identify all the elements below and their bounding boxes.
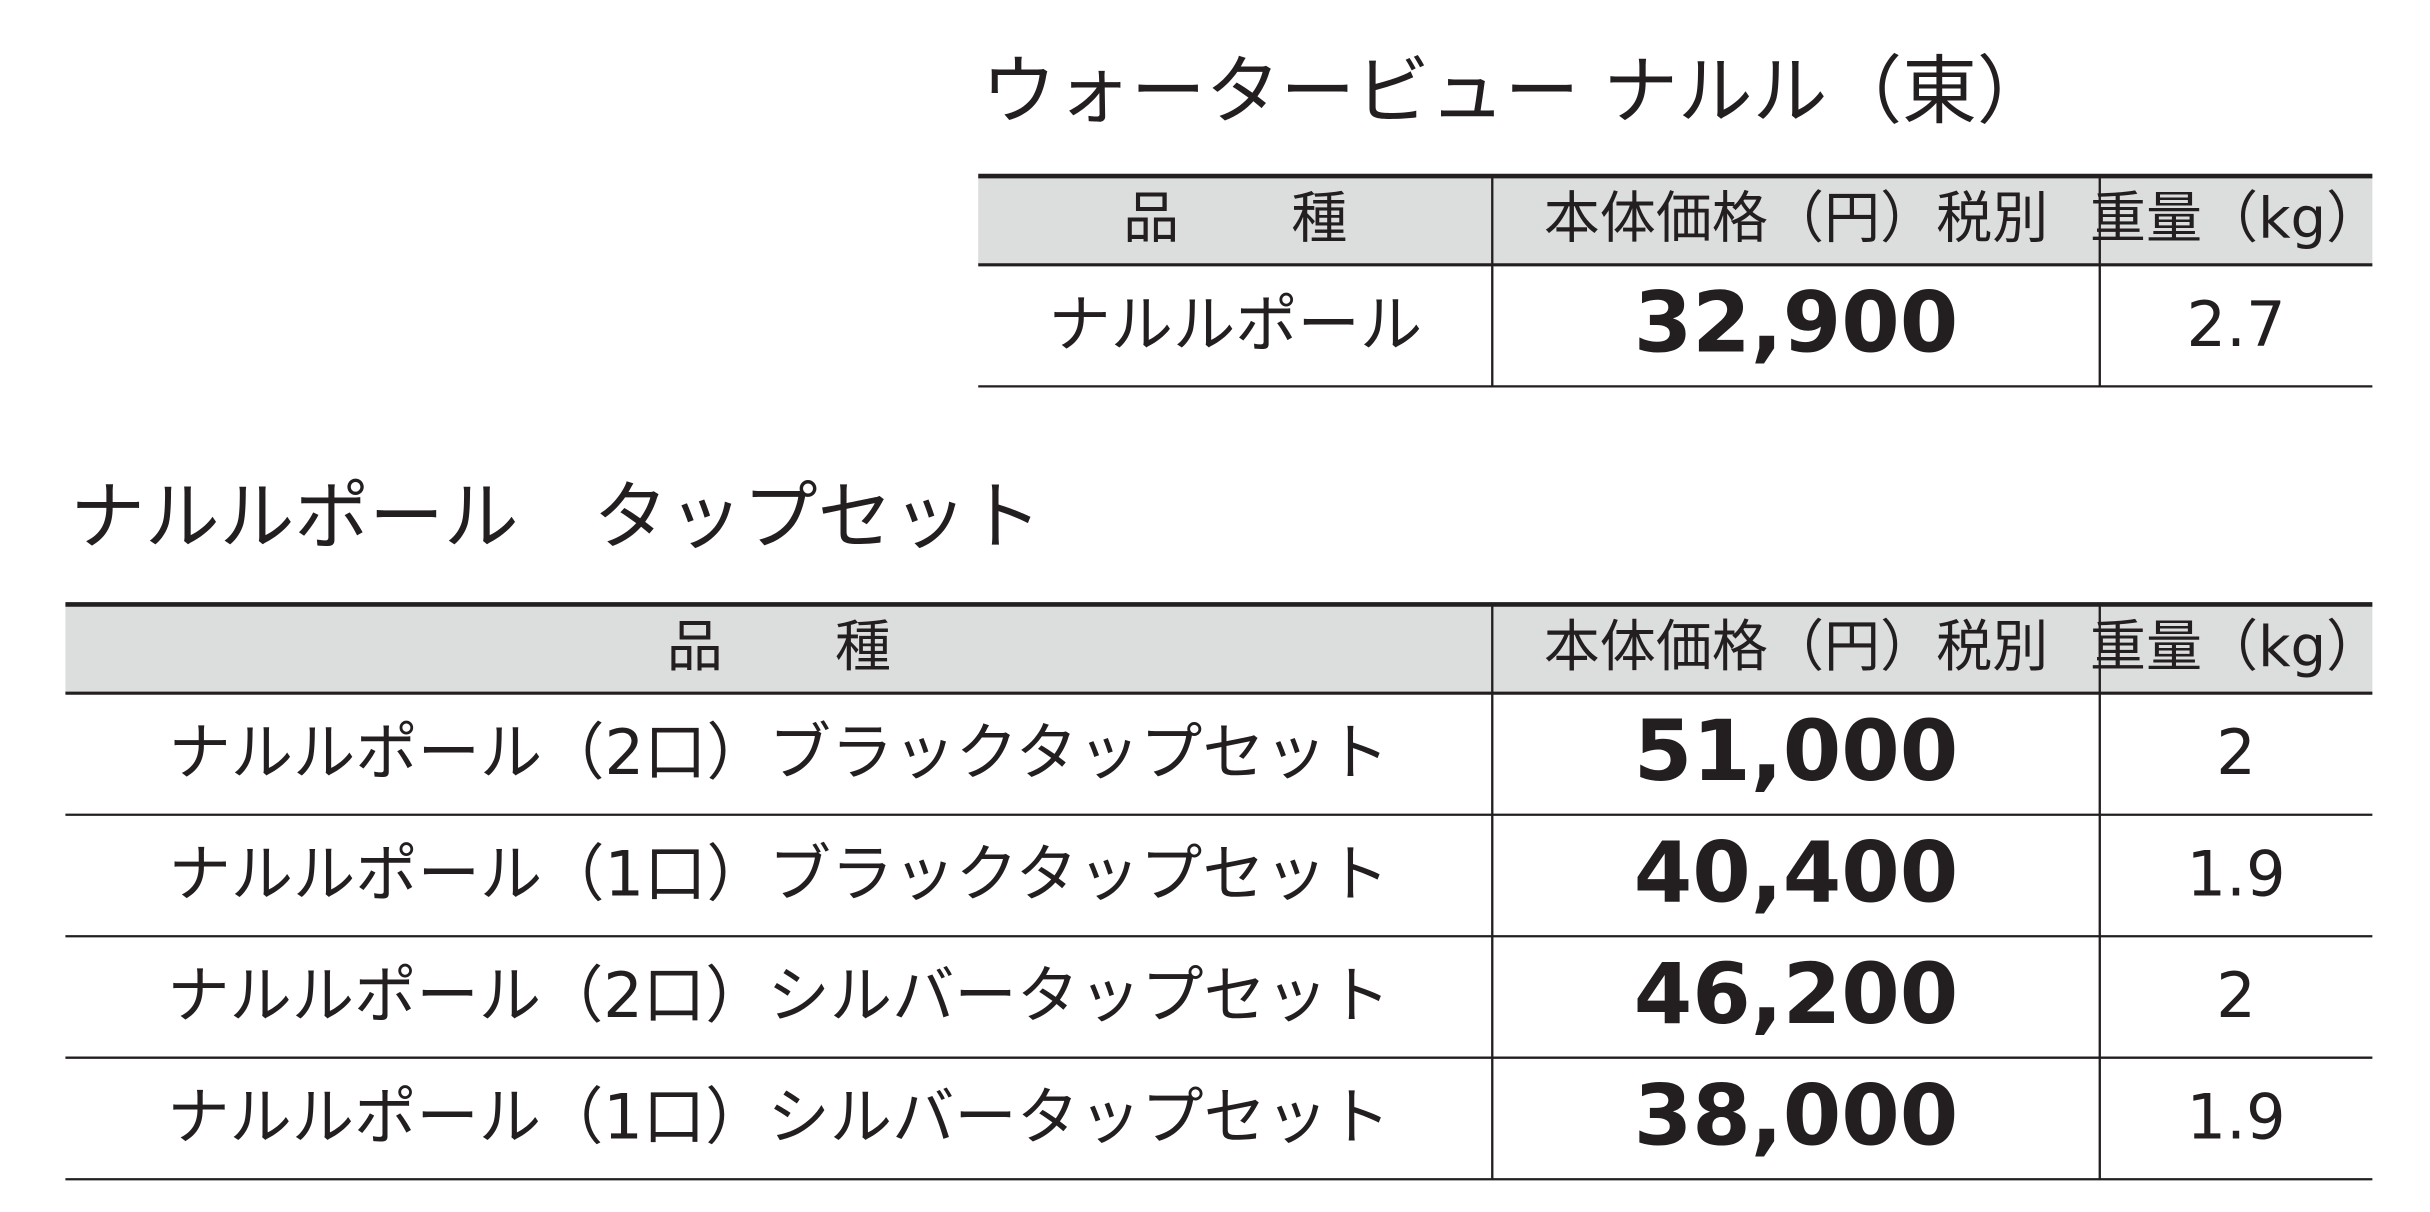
weight: 2 [2216, 716, 2256, 789]
header-band [65, 604, 2373, 694]
header-cell: 品 種 [1123, 187, 1347, 252]
table-title: ウォータービュー ナルル（東） [981, 48, 2051, 135]
header-band [978, 176, 2373, 265]
item-name: ナルルポール [1048, 288, 1422, 361]
weight: 2 [2216, 959, 2256, 1032]
header-cell: 本体価格（円）税別 [1544, 187, 2049, 252]
header-cell: 本体価格（円）税別 [1544, 615, 2049, 680]
price: 46,200 [1634, 945, 1959, 1043]
weight: 2.7 [2187, 288, 2286, 361]
item-name: ナルルポール（2口）シルバータップセット [167, 959, 1390, 1032]
table-title: ナルルポール タップセット [70, 473, 1042, 560]
price: 40,400 [1634, 824, 1959, 922]
item-name: ナルルポール（2口）ブラックタップセット [168, 716, 1389, 789]
item-name: ナルルポール（1口）シルバータップセット [167, 1081, 1390, 1154]
weight: 1.9 [2187, 1081, 2286, 1154]
header-cell: 品 種 [667, 615, 891, 680]
header-cell: 重量（kg） [2090, 615, 2382, 680]
header-cell: 重量（kg） [2090, 187, 2382, 252]
weight: 1.9 [2187, 838, 2286, 911]
price: 32,900 [1634, 274, 1959, 372]
item-name: ナルルポール（1口）ブラックタップセット [168, 838, 1389, 911]
price: 51,000 [1634, 702, 1959, 800]
price: 38,000 [1634, 1067, 1959, 1165]
